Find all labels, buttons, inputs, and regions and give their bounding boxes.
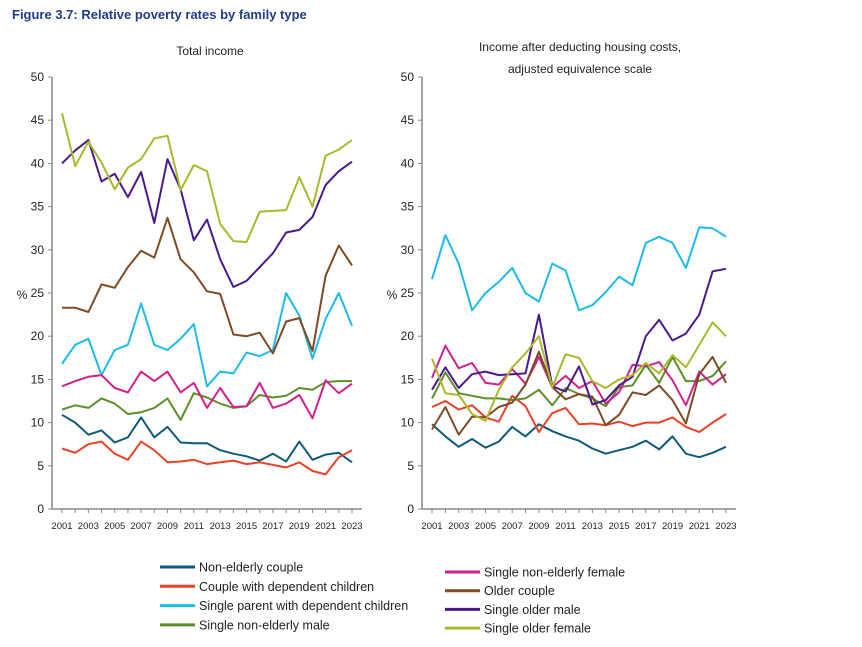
x-tick-label: 2013 [210, 521, 231, 532]
series-line-single-non-elderly-female [431, 344, 727, 407]
series-line-single-parent-with-dependent-children [431, 226, 727, 312]
x-tick-label: 2011 [184, 521, 204, 532]
series-line-single-non-elderly-female [61, 370, 353, 420]
series-line-single-older-female [61, 113, 353, 243]
y-tick-label: 25 [31, 286, 45, 300]
x-tick-label: 2001 [421, 521, 442, 532]
y-tick-label: 40 [31, 156, 45, 170]
x-tick-label: 2003 [78, 521, 99, 532]
chart-2 [418, 76, 736, 513]
y-tick-label: 45 [401, 113, 415, 127]
y-tick-label: 5 [407, 459, 414, 473]
legend-label: Older couple [484, 584, 555, 598]
figure-title: Figure 3.7: Relative poverty rates by fa… [12, 7, 307, 22]
x-tick-label: 2019 [662, 521, 683, 532]
chart-1 [48, 76, 362, 513]
series-line-non-elderly-couple [61, 413, 353, 464]
y-tick-label: 20 [31, 329, 45, 343]
x-tick-label: 2009 [157, 521, 178, 532]
x-tick-label: 2003 [448, 521, 469, 532]
x-tick-label: 2013 [582, 521, 603, 532]
x-tick-label: 2023 [715, 521, 736, 532]
y-axis-label: % [17, 288, 28, 302]
x-tick-label: 2005 [475, 521, 496, 532]
y-tick-label: 10 [31, 416, 45, 430]
series-line-single-older-male [61, 139, 353, 288]
series-line-couple-with-dependent-children [61, 440, 353, 476]
y-tick-label: 50 [401, 70, 415, 84]
x-tick-label: 2009 [528, 521, 549, 532]
y-tick-label: 35 [401, 200, 415, 214]
series-line-couple-with-dependent-children [431, 394, 727, 434]
legend-label: Single non-elderly male [199, 618, 330, 632]
legend-label: Couple with dependent children [199, 580, 374, 594]
x-tick-label: 2017 [262, 521, 283, 532]
y-axis-label: % [387, 288, 398, 302]
x-tick-label: 2007 [131, 521, 152, 532]
x-tick-label: 2007 [502, 521, 523, 532]
y-tick-label: 0 [37, 502, 44, 516]
series-line-older-couple [62, 216, 353, 355]
y-tick-label: 25 [401, 286, 415, 300]
legend-label: Single older male [484, 603, 581, 617]
legend-label: Single older female [484, 622, 591, 636]
series-line-older-couple [431, 350, 727, 436]
legend-label: Single parent with dependent children [199, 599, 408, 613]
y-tick-label: 10 [401, 416, 415, 430]
y-tick-label: 20 [401, 329, 415, 343]
legend-label: Single non-elderly female [484, 566, 625, 580]
y-tick-label: 30 [31, 243, 45, 257]
y-tick-label: 15 [31, 372, 45, 386]
y-tick-label: 5 [37, 459, 44, 473]
series-line-single-non-elderly-male [61, 380, 352, 421]
series-line-single-older-female [431, 321, 727, 422]
x-tick-label: 2019 [289, 521, 310, 532]
x-tick-label: 2015 [236, 521, 257, 532]
chart-title: Total income [176, 44, 244, 58]
legend-label: Non-elderly couple [199, 561, 303, 575]
chart-title: Income after deducting housing costs, [479, 40, 681, 54]
x-tick-label: 2023 [341, 521, 362, 532]
x-tick-label: 2001 [51, 521, 72, 532]
y-tick-label: 0 [407, 502, 414, 516]
x-tick-label: 2015 [609, 521, 630, 532]
x-tick-label: 2017 [635, 521, 656, 532]
y-tick-label: 45 [31, 113, 45, 127]
y-tick-label: 30 [401, 243, 415, 257]
y-tick-label: 40 [401, 156, 415, 170]
y-tick-label: 15 [401, 372, 415, 386]
x-tick-label: 2021 [315, 521, 336, 532]
x-tick-label: 2011 [555, 521, 575, 532]
series-line-non-elderly-couple [431, 423, 727, 459]
x-tick-label: 2021 [689, 521, 710, 532]
legend [160, 565, 480, 630]
x-tick-label: 2005 [104, 521, 125, 532]
y-tick-label: 50 [31, 70, 45, 84]
y-tick-label: 35 [31, 200, 45, 214]
series-line-single-older-male [431, 267, 727, 406]
chart-title-line2: adjusted equivalence scale [508, 62, 652, 76]
